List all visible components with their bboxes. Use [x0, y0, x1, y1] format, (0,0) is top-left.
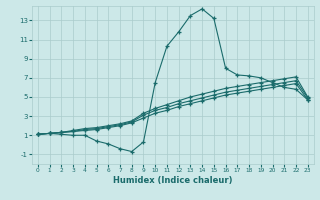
- X-axis label: Humidex (Indice chaleur): Humidex (Indice chaleur): [113, 176, 233, 185]
